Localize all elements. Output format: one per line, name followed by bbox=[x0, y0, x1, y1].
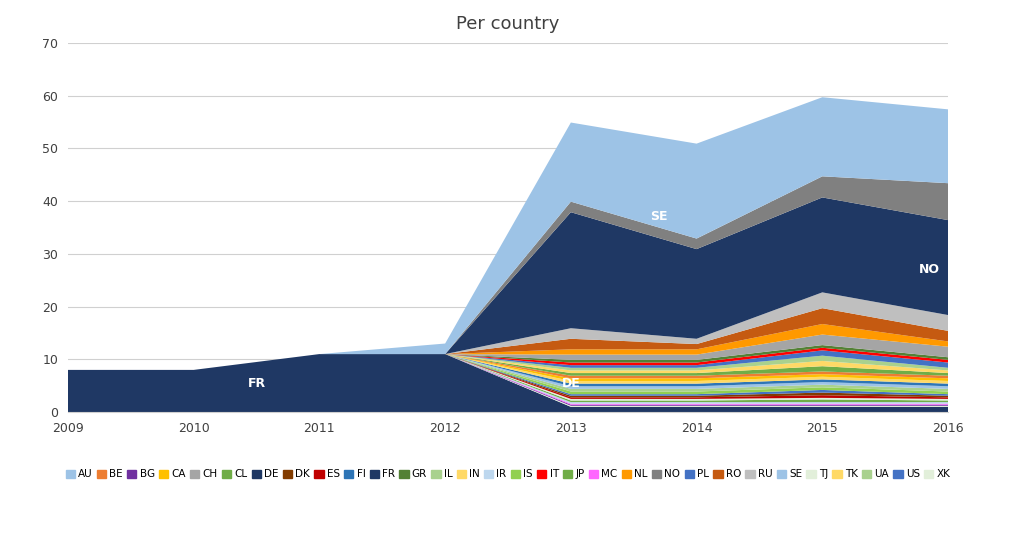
Text: FR: FR bbox=[248, 377, 265, 389]
Text: NO: NO bbox=[918, 263, 940, 276]
Text: DE: DE bbox=[562, 377, 580, 389]
Text: SE: SE bbox=[650, 211, 668, 223]
Legend: AU, BE, BG, CA, CH, CL, DE, DK, ES, FI, FR, GR, IL, IN, IR, IS, IT, JP, MC, NL, : AU, BE, BG, CA, CH, CL, DE, DK, ES, FI, … bbox=[61, 465, 955, 484]
Title: Per country: Per country bbox=[456, 15, 560, 33]
